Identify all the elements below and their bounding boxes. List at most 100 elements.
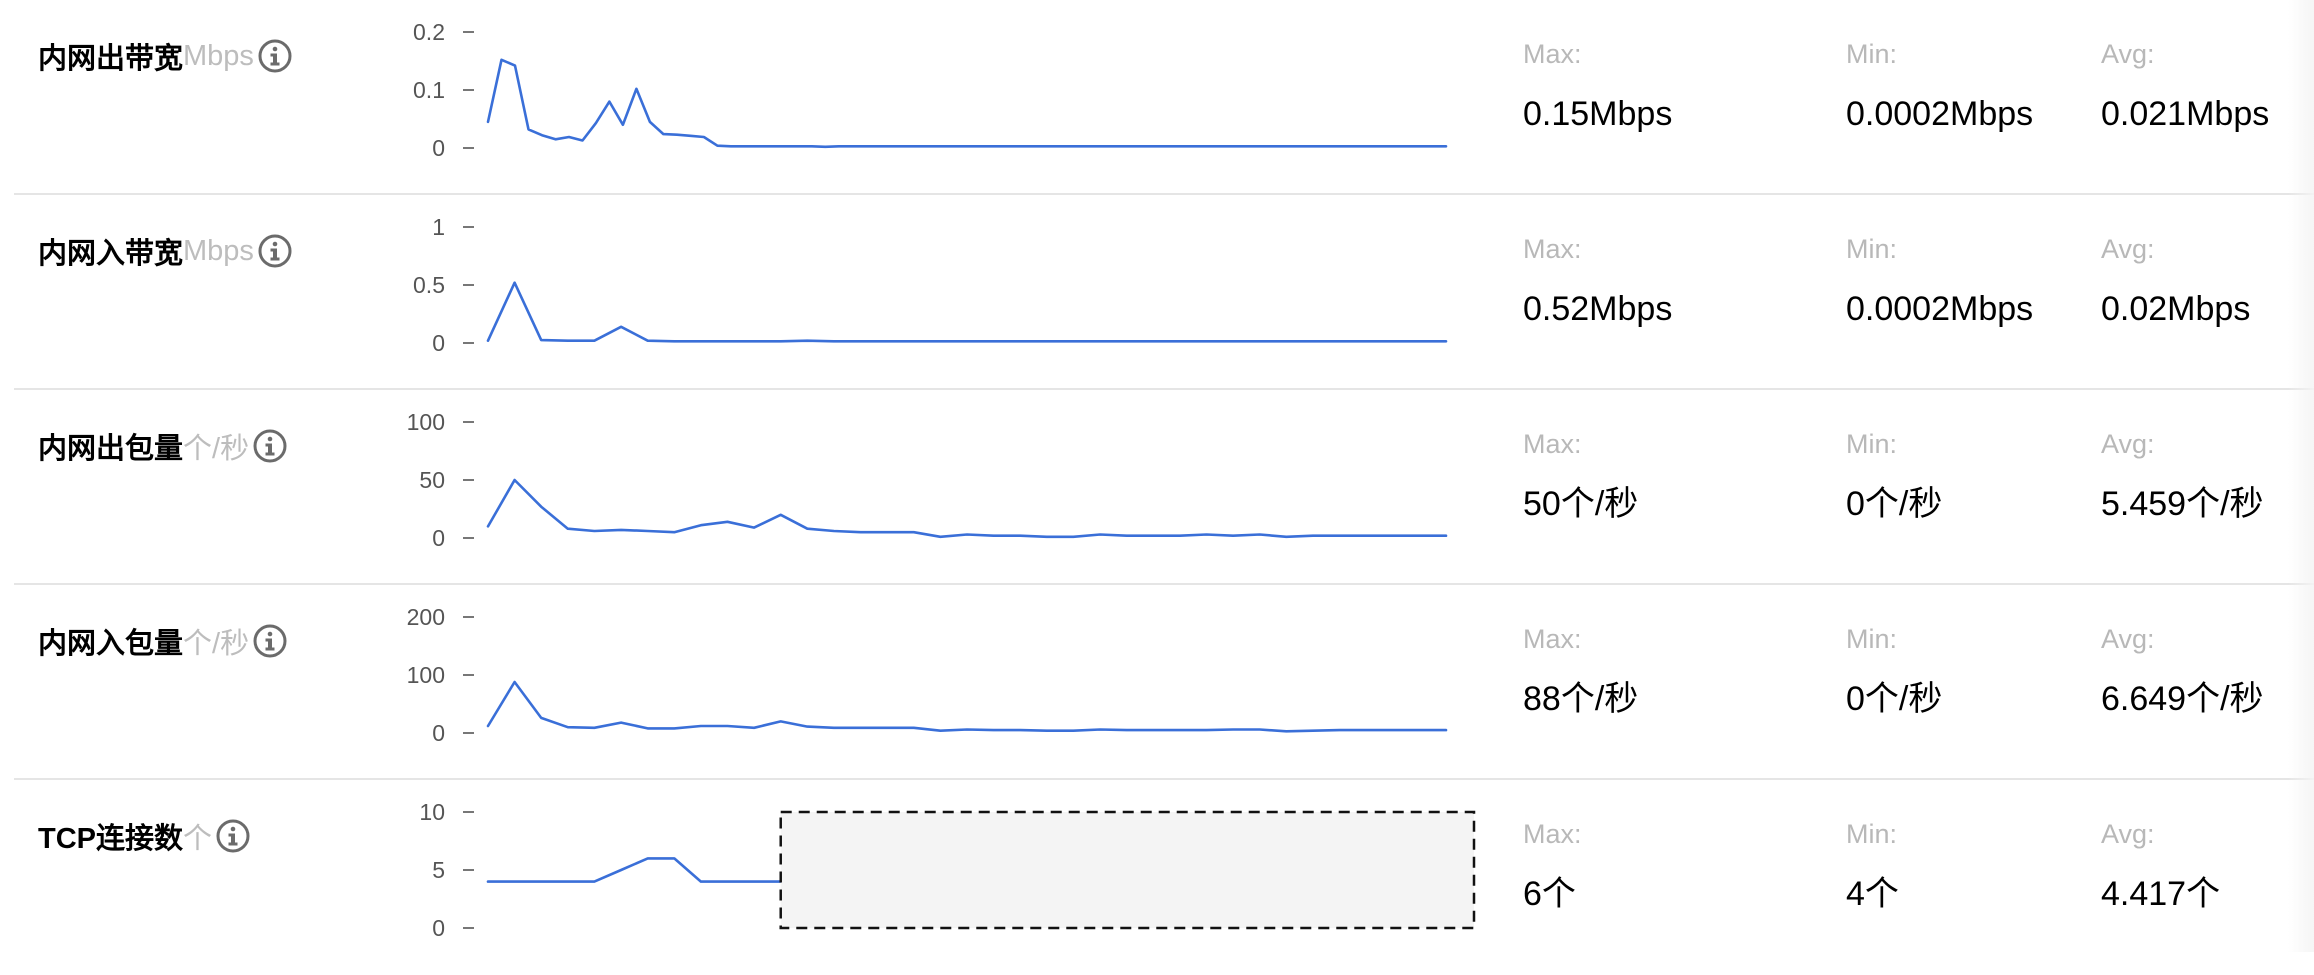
metric-name: 内网入带宽 xyxy=(38,238,184,270)
info-circle-icon[interactable] xyxy=(252,428,288,464)
metric-row-outbound-bandwidth: 内网出带宽 Mbps 0.2 0.1 0 Max: 0.15Mbps Min: 0.0002Mb… xyxy=(0,0,2314,195)
info-circle-icon[interactable] xyxy=(257,233,293,269)
y-tick-label: 5 xyxy=(432,857,445,883)
no-data-region xyxy=(779,810,1476,930)
y-tick-label: 50 xyxy=(419,467,445,493)
info-circle-icon[interactable] xyxy=(257,38,293,74)
stat-min-value: 0.0002Mbps xyxy=(1846,290,2034,328)
y-tick-label: 200 xyxy=(407,604,445,630)
series-line xyxy=(486,58,1448,149)
info-circle-icon[interactable] xyxy=(252,623,288,659)
stat-avg-value: 0.02Mbps xyxy=(2101,290,2251,328)
stat-max: Max: 88个/秒 xyxy=(1523,621,1638,721)
metric-name: 内网出带宽 xyxy=(38,43,184,75)
series-line xyxy=(486,478,1448,539)
stat-max: Max: 0.15Mbps xyxy=(1523,36,1672,136)
stat-max: Max: 6个 xyxy=(1523,816,1582,916)
stat-max-label: Max: xyxy=(1523,624,1582,654)
series-line xyxy=(486,281,1448,343)
y-tick-label: 0 xyxy=(432,135,445,161)
row-divider xyxy=(14,193,2314,195)
stat-avg-value: 0.021Mbps xyxy=(2101,95,2270,133)
stat-max: Max: 0.52Mbps xyxy=(1523,231,1672,331)
metric-title: 内网入包量 个/秒 xyxy=(38,619,288,663)
series-line xyxy=(486,680,1448,733)
metric-title: 内网入带宽 Mbps xyxy=(38,229,293,273)
stat-avg: Avg: 5.459个/秒 xyxy=(2101,426,2264,526)
stat-max-label: Max: xyxy=(1523,234,1582,264)
info-circle-icon[interactable] xyxy=(215,818,251,854)
stat-avg: Avg: 0.02Mbps xyxy=(2101,231,2250,331)
y-tick-label: 0.1 xyxy=(413,77,445,103)
stat-avg-label: Avg: xyxy=(2101,624,2155,654)
stat-avg-label: Avg: xyxy=(2101,819,2155,849)
stat-min-value: 4个 xyxy=(1846,875,1899,913)
metric-name: TCP连接数 xyxy=(38,823,184,855)
stat-min-label: Min: xyxy=(1846,624,1898,654)
metric-row-tcp-connections: TCP连接数个 10 5 0 Max: 6个 Min: 4个 Avg: 4.417个 xyxy=(0,780,2314,975)
stat-max-label: Max: xyxy=(1523,819,1582,849)
y-tick-label: 0 xyxy=(432,720,445,746)
stat-min-value: 0个/秒 xyxy=(1846,485,1943,523)
y-tick-label: 0 xyxy=(432,330,445,356)
stat-avg-value: 6.649个/秒 xyxy=(2101,680,2264,718)
metric-unit: 个/秒 xyxy=(183,433,250,465)
stat-max-label: Max: xyxy=(1523,429,1582,459)
stat-max-value: 88个/秒 xyxy=(1523,680,1639,718)
stat-min-label: Min: xyxy=(1846,39,1898,69)
y-tick-label: 100 xyxy=(407,662,445,688)
metric-title: 内网出带宽 Mbps xyxy=(38,34,293,78)
metric-title: 内网出包量 个/秒 xyxy=(38,424,288,468)
metric-unit: 个 xyxy=(183,823,213,855)
stat-min: Min: 4个 xyxy=(1846,816,1899,916)
stat-avg-label: Avg: xyxy=(2101,429,2155,459)
y-tick-label: 0 xyxy=(432,915,445,941)
line-chart: 200 100 0 xyxy=(407,604,1448,746)
stat-max-value: 0.15Mbps xyxy=(1523,95,1673,133)
line-chart: 10 5 0 xyxy=(419,799,1476,941)
stat-avg: Avg: 6.649个/秒 xyxy=(2101,621,2264,721)
y-tick-label: 0 xyxy=(432,525,445,551)
stat-max-value: 6个 xyxy=(1523,875,1576,913)
line-chart: 10.50 xyxy=(413,214,1448,356)
stat-avg-label: Avg: xyxy=(2101,39,2155,69)
metric-row-inbound-bandwidth: 内网入带宽 Mbps 1 0.5 0 Max: 0.52Mbps Min: 0.0002Mbps… xyxy=(0,195,2314,390)
y-tick-label: 100 xyxy=(407,409,445,435)
metric-name: 内网出包量 xyxy=(38,433,184,465)
stat-min: Min: 0个/秒 xyxy=(1846,426,1942,526)
y-tick-label: 10 xyxy=(419,799,445,825)
stat-avg: Avg: 0.021Mbps xyxy=(2101,36,2269,136)
metric-row-outbound-packets: 内网出包量 个/秒 100 50 0 Max: 50个/秒 Min: 0个/秒 Avg: 5.459… xyxy=(0,390,2314,585)
stat-avg: Avg: 4.417个 xyxy=(2101,816,2220,916)
stat-min-label: Min: xyxy=(1846,234,1898,264)
stat-min: Min: 0.0002Mbps xyxy=(1846,231,2033,331)
stat-avg-value: 4.417个 xyxy=(2101,875,2221,913)
stat-min-value: 0.0002Mbps xyxy=(1846,95,2034,133)
stat-avg-value: 5.459个/秒 xyxy=(2101,485,2264,523)
metric-row-inbound-packets: 内网入包量 个/秒 200 100 0 Max: 88个/秒 Min: 0个/秒 Avg: 6.64… xyxy=(0,585,2314,780)
metric-unit: 个/秒 xyxy=(183,628,250,660)
metric-name: 内网入包量 xyxy=(38,628,184,660)
metric-unit: Mbps xyxy=(183,39,254,72)
metric-unit: Mbps xyxy=(183,234,254,267)
row-divider xyxy=(14,778,2314,780)
stat-min-value: 0个/秒 xyxy=(1846,680,1943,718)
row-divider xyxy=(14,583,2314,585)
stat-min: Min: 0.0002Mbps xyxy=(1846,36,2033,136)
stat-min: Min: 0个/秒 xyxy=(1846,621,1942,721)
metric-title: TCP连接数个 xyxy=(38,814,251,858)
y-tick-label: 0.2 xyxy=(413,19,445,45)
y-tick-label: 0.5 xyxy=(413,272,445,298)
stat-min-label: Min: xyxy=(1846,429,1898,459)
y-tick-label: 1 xyxy=(432,214,445,240)
line-chart: 100 50 0 xyxy=(407,409,1448,551)
stat-min-label: Min: xyxy=(1846,819,1898,849)
stat-avg-label: Avg: xyxy=(2101,234,2155,264)
stat-max-value: 0.52Mbps xyxy=(1523,290,1673,328)
stat-max-value: 50个/秒 xyxy=(1523,485,1639,523)
row-divider xyxy=(14,388,2314,390)
stat-max-label: Max: xyxy=(1523,39,1582,69)
line-chart: 0.2 0.1 0 xyxy=(413,19,1448,161)
stat-max: Max: 50个/秒 xyxy=(1523,426,1638,526)
series-line xyxy=(486,857,783,883)
